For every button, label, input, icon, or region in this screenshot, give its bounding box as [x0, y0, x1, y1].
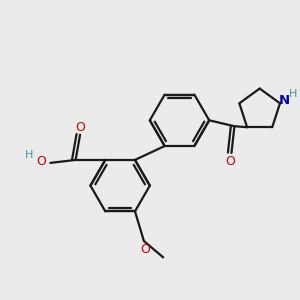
- Text: O: O: [36, 155, 46, 168]
- Text: H: H: [25, 151, 33, 160]
- Text: N: N: [279, 94, 290, 107]
- Text: O: O: [140, 243, 150, 256]
- Text: H: H: [289, 89, 298, 99]
- Text: O: O: [75, 121, 85, 134]
- Text: O: O: [225, 155, 235, 168]
